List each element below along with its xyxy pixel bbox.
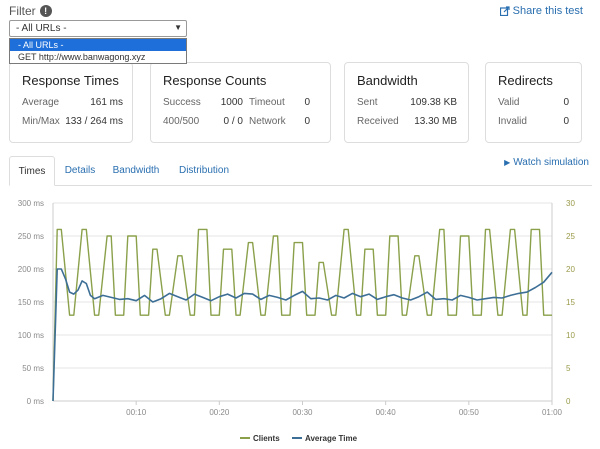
received-label: Received: [357, 116, 399, 127]
y-right-tick-label: 30: [566, 199, 575, 208]
tab-bar: Times Details Bandwidth Distribution: [9, 156, 592, 186]
error-count-label: 400/500: [163, 116, 200, 127]
average-value: 161 ms: [90, 97, 123, 108]
card-title: Response Times: [22, 73, 119, 88]
error-count-value: 0 / 0: [223, 116, 243, 127]
sent-value: 109.38 KB: [410, 97, 457, 108]
y-right-tick-label: 0: [566, 397, 571, 406]
share-label: Share this test: [512, 5, 583, 17]
x-tick-label: 01:00: [542, 408, 563, 417]
minmax-value: 133 / 264 ms: [65, 116, 123, 127]
valid-label: Valid: [498, 97, 520, 108]
x-tick-label: 00:10: [126, 408, 147, 417]
caret-down-icon: ▼: [174, 23, 182, 32]
y-left-tick-label: 0 ms: [27, 397, 44, 406]
success-label: Success: [163, 97, 201, 108]
watch-simulation-label: Watch simulation: [513, 157, 589, 168]
y-left-tick-label: 300 ms: [18, 199, 44, 208]
dropdown-option-all[interactable]: - All URLs -: [10, 39, 186, 51]
clients-series-line: [52, 228, 552, 402]
tab-times[interactable]: Times: [9, 156, 55, 186]
received-value: 13.30 MB: [414, 116, 457, 127]
y-right-tick-label: 25: [566, 232, 575, 241]
timeout-value: 0: [304, 97, 310, 108]
valid-value: 0: [563, 97, 569, 108]
card-title: Redirects: [498, 73, 553, 88]
network-value: 0: [304, 116, 310, 127]
invalid-value: 0: [563, 116, 569, 127]
y-right-tick-label: 20: [566, 265, 575, 274]
watch-simulation-link[interactable]: ▶ Watch simulation: [504, 157, 589, 168]
x-tick-label: 00:50: [459, 408, 480, 417]
legend-label: Average Time: [305, 434, 358, 443]
y-right-tick-label: 10: [566, 331, 575, 340]
share-link[interactable]: Share this test: [499, 5, 583, 17]
bandwidth-card: Bandwidth Sent 109.38 KB Received 13.30 …: [344, 62, 469, 143]
play-icon: ▶: [504, 158, 511, 167]
filter-label-text: Filter: [9, 4, 36, 18]
tab-bandwidth[interactable]: Bandwidth: [112, 165, 160, 176]
info-icon[interactable]: !: [39, 5, 52, 17]
average-label: Average: [22, 97, 60, 108]
success-value: 1000: [220, 97, 243, 108]
legend-label: Clients: [253, 434, 280, 443]
url-filter-select[interactable]: - All URLs - ▼: [9, 20, 187, 37]
minmax-label: Min/Max: [22, 116, 60, 127]
y-left-tick-label: 150 ms: [18, 298, 44, 307]
y-left-tick-label: 200 ms: [18, 265, 44, 274]
dropdown-option-url[interactable]: GET http://www.banwagong.xyz: [18, 52, 146, 62]
redirects-card: Redirects Valid 0 Invalid 0: [485, 62, 582, 143]
response-counts-card: Response Counts Success 1000 Timeout 0 4…: [150, 62, 331, 143]
sent-label: Sent: [357, 97, 378, 108]
y-left-tick-label: 50 ms: [22, 364, 44, 373]
filter-label: Filter !: [9, 4, 52, 18]
y-right-tick-label: 5: [566, 364, 571, 373]
average-time-series-line: [52, 268, 553, 402]
network-label: Network: [249, 116, 286, 127]
x-tick-label: 00:30: [292, 408, 313, 417]
y-left-tick-label: 250 ms: [18, 232, 44, 241]
card-title: Response Counts: [163, 73, 267, 88]
x-tick-label: 00:20: [209, 408, 230, 417]
response-times-card: Response Times Average 161 ms Min/Max 13…: [9, 62, 133, 143]
x-tick-label: 00:40: [376, 408, 397, 417]
invalid-label: Invalid: [498, 116, 527, 127]
y-left-tick-label: 100 ms: [18, 331, 44, 340]
y-right-tick-label: 15: [566, 298, 575, 307]
share-icon: [499, 6, 510, 16]
url-filter-dropdown: - All URLs - GET http://www.banwagong.xy…: [9, 38, 187, 64]
url-filter-value: - All URLs -: [16, 23, 67, 34]
tab-distribution[interactable]: Distribution: [178, 165, 230, 176]
timeout-label: Timeout: [249, 97, 285, 108]
card-title: Bandwidth: [357, 73, 418, 88]
tab-details[interactable]: Details: [64, 165, 96, 176]
